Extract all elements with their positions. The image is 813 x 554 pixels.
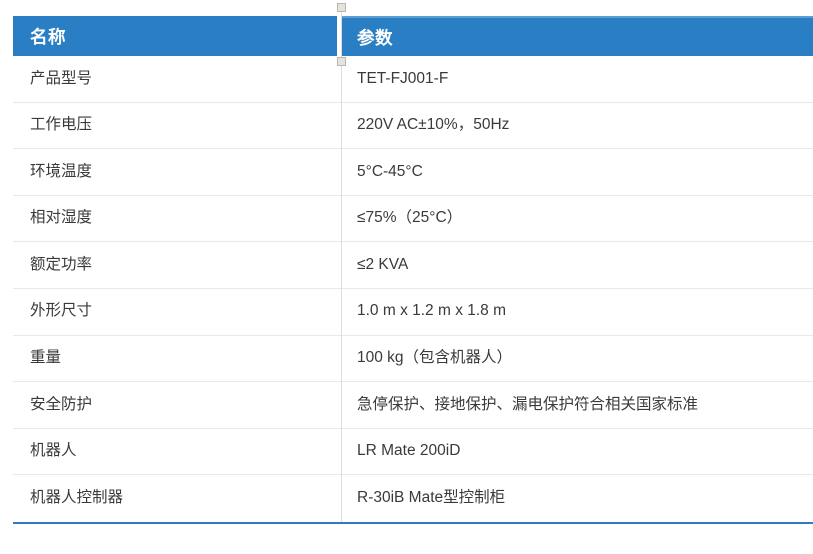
row-value-cell: R-30iB Mate型控制柜 (357, 489, 506, 507)
header-cell-name: 名称 (13, 16, 337, 56)
row-name-cell: 机器人控制器 (30, 489, 124, 507)
row-value-cell: 1.0 m x 1.2 m x 1.8 m (357, 302, 507, 320)
row-name-cell: 安全防护 (30, 395, 93, 413)
spec-table: 名称 参数 产品型号 TET-FJ001-F 工作电压 220V AC±10%，… (13, 3, 813, 524)
row-name-cell: 产品型号 (30, 69, 93, 87)
table-body: 产品型号 TET-FJ001-F 工作电压 220V AC±10%，50Hz 环… (13, 56, 813, 522)
row-value-cell: ≤2 KVA (357, 255, 409, 273)
row-name-cell: 工作电压 (30, 116, 93, 134)
table-row: 环境温度 5°C-45°C (13, 149, 813, 196)
row-value-cell: LR Mate 200iD (357, 442, 461, 460)
table-row: 机器人 LR Mate 200iD (13, 429, 813, 476)
row-value-cell: ≤75%（25°C） (357, 209, 463, 227)
header-label-param: 参数 (357, 27, 393, 48)
row-name-cell: 额定功率 (30, 255, 93, 273)
table-row: 安全防护 急停保护、接地保护、漏电保护符合相关国家标准 (13, 382, 813, 429)
row-value-cell: 急停保护、接地保护、漏电保护符合相关国家标准 (357, 395, 699, 413)
table-row: 重量 100 kg（包含机器人） (13, 336, 813, 383)
table-row: 额定功率 ≤2 KVA (13, 242, 813, 289)
header-column-gap (337, 16, 342, 56)
row-value-cell: 100 kg（包含机器人） (357, 349, 513, 367)
row-value-cell: TET-FJ001-F (357, 69, 449, 87)
row-value-cell: 5°C-45°C (357, 162, 423, 180)
row-value-cell: 220V AC±10%，50Hz (357, 116, 510, 134)
column-resize-handle-bottom[interactable] (337, 57, 346, 66)
row-name-cell: 相对湿度 (30, 209, 93, 227)
table-row: 产品型号 TET-FJ001-F (13, 56, 813, 103)
row-name-cell: 环境温度 (30, 162, 93, 180)
table-row: 工作电压 220V AC±10%，50Hz (13, 103, 813, 150)
column-resize-divider[interactable] (341, 6, 342, 522)
header-cell-param: 参数 (342, 16, 813, 56)
table-row: 机器人控制器 R-30iB Mate型控制柜 (13, 475, 813, 522)
row-name-cell: 外形尺寸 (30, 302, 93, 320)
column-resize-handle-top[interactable] (337, 3, 346, 12)
header-label-name: 名称 (30, 26, 66, 47)
table-header-row: 名称 参数 (13, 16, 813, 56)
table-row: 相对湿度 ≤75%（25°C） (13, 196, 813, 243)
row-name-cell: 重量 (30, 349, 62, 367)
table-row: 外形尺寸 1.0 m x 1.2 m x 1.8 m (13, 289, 813, 336)
row-name-cell: 机器人 (30, 442, 77, 460)
